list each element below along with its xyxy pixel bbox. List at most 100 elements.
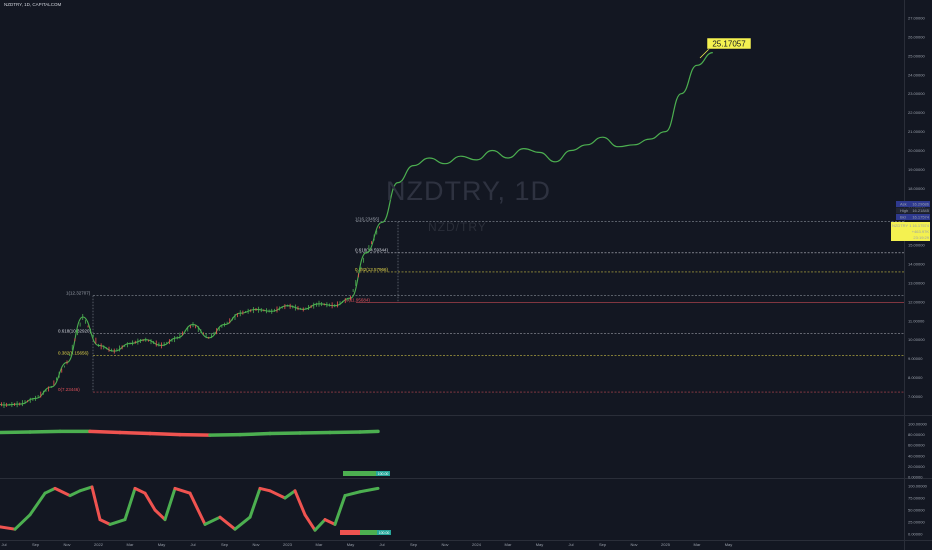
osc2-segment (173, 486, 192, 495)
osc2-segment (333, 494, 347, 526)
price-tick-label: 9.00000 (908, 356, 923, 361)
time-tick-label: 2022 (94, 542, 104, 547)
price-tick-label: 7.00000 (908, 394, 923, 399)
fibonacci-levels[interactable]: 1(16.23456) 0.618(14.59344) 0.382(13.57966… (58, 217, 904, 393)
price-tick-label: 15.00000 (908, 243, 925, 248)
projection-line (381, 52, 713, 223)
price-tick-label: 26.00000 (908, 34, 925, 39)
price-tick-label: 25.00000 (908, 53, 925, 58)
time-tick-label: Sep (599, 542, 607, 547)
bar-countdown: 23:19:29 (913, 235, 929, 240)
osc2-segment (108, 518, 127, 526)
time-tick-label: Mar (316, 542, 324, 547)
price-tick-label: 19.00000 (908, 167, 925, 172)
osc2-segment (163, 486, 177, 522)
osc1-badge-label: 100.00 (378, 472, 389, 476)
price-tick-label: 24.00000 (908, 72, 925, 77)
time-tick-label: Jul (1, 542, 6, 547)
chart-header: NZDTRY, 1D, CAPITALCOM (4, 2, 62, 7)
osc2-segment (293, 489, 307, 517)
time-tick-label: Mar (505, 542, 513, 547)
osc1-histogram (343, 471, 379, 476)
osc1-segment (298, 430, 332, 435)
osc2-tick-label: 0.00000 (908, 532, 923, 537)
time-tick-label: Nov (63, 542, 70, 547)
last-label: NZDTRY 1 (892, 223, 912, 228)
price-series (0, 221, 383, 409)
osc2-segment (343, 490, 362, 498)
price-tick-label: 18.00000 (908, 186, 925, 191)
high-label: High (900, 208, 908, 213)
osc2-segment (13, 513, 32, 531)
osc2-segment (0, 525, 17, 531)
price-tick-label: 23.00000 (908, 91, 925, 96)
osc2-segment (303, 513, 317, 532)
osc1-segment (148, 431, 182, 437)
watermark-symbol: NZDTRY, 1D (386, 176, 552, 206)
osc2-tick-label: 100.00000 (908, 484, 928, 489)
price-tick-label: 12.00000 (908, 299, 925, 304)
osc1-tick-label: 60.00000 (908, 443, 925, 448)
osc2-segment (133, 486, 147, 495)
fib-level-label: 1(16.23456) (355, 217, 380, 222)
price-tick-label: 13.00000 (908, 280, 925, 285)
fib-level-label: 0(7.23446) (58, 387, 80, 392)
fib-level-label: 0.618(14.59344) (355, 248, 389, 253)
osc2-segment (283, 489, 297, 500)
osc1-segment (118, 430, 152, 436)
osc2-segment (358, 486, 380, 494)
fib-level-label: 0(11.95684) (346, 297, 370, 302)
price-scale[interactable]: 27.00000 26.00000 25.00000 24.00000 23.00000… (908, 16, 925, 400)
osc1-tick-label: 0.00000 (908, 475, 923, 480)
osc1-segment (238, 431, 272, 437)
osc2-segment (248, 486, 262, 519)
price-tick-label: 14.00000 (908, 262, 925, 267)
time-tick-label: Sep (410, 542, 418, 547)
osc2-segment (153, 508, 167, 522)
price-tick-label: 17.00000 (908, 205, 925, 210)
osc1-segment (358, 429, 380, 434)
osc2-segment (78, 485, 94, 493)
quote-panel: Ask 16.29686 High 16.21845 Bid 16.17574 … (891, 201, 930, 241)
osc1-segment (208, 432, 242, 437)
ask-value: 16.29686 (912, 202, 929, 207)
osc2-segment (98, 518, 112, 526)
osc1-segment (0, 430, 32, 435)
osc1-tick-label: 100.00000 (908, 422, 928, 427)
osc1-segment (328, 430, 362, 435)
time-tick-label: Sep (221, 542, 229, 547)
fib-level-label: 0.382(9.15656) (58, 350, 89, 355)
price-tick-label: 22.00000 (908, 110, 925, 115)
osc1-tick-label: 80.00000 (908, 432, 925, 437)
watermark-name: NZD/TRY (428, 220, 487, 234)
time-tick-label: May (158, 542, 166, 547)
osc2-segment (203, 515, 222, 526)
time-tick-label: Jul (190, 542, 195, 547)
osc2-tick-label: 75.00000 (908, 496, 925, 501)
osc2-segment (188, 491, 207, 526)
price-line (0, 221, 383, 406)
time-tick-label: Mar (694, 542, 702, 547)
osc2-segment (313, 518, 327, 532)
time-tick-label: 2023 (283, 542, 293, 547)
price-tick-label: 27.00000 (908, 16, 925, 21)
oscillator-2: 100.00000 75.00000 50.00000 25.00000 0.00000… (0, 484, 928, 537)
osc2-segment (53, 486, 72, 498)
osc1-segment (28, 429, 62, 434)
price-tick-label: 10.00000 (908, 337, 925, 342)
osc2-badge (377, 530, 391, 535)
time-axis[interactable]: Jul Sep Nov 2022 Mar May Jul Sep Nov 2023 Mar May Ju… (1, 542, 732, 547)
projection-series (381, 52, 713, 223)
price-tick-label: 20.00000 (908, 148, 925, 153)
oscillator-1: 100.00000 80.00000 60.00000 40.00000 20.0000… (0, 422, 928, 480)
time-tick-label: Nov (441, 542, 448, 547)
last-value: 16.17574 (912, 223, 929, 228)
osc2-segment (90, 485, 102, 522)
bid-value: 16.17574 (912, 215, 929, 220)
bid-label: Bid (900, 215, 906, 220)
osc2-segment (68, 489, 82, 498)
time-tick-label: 2024 (472, 542, 482, 547)
projection-callout-label: 25.17057 (712, 40, 746, 49)
time-tick-label: 2025 (661, 542, 671, 547)
